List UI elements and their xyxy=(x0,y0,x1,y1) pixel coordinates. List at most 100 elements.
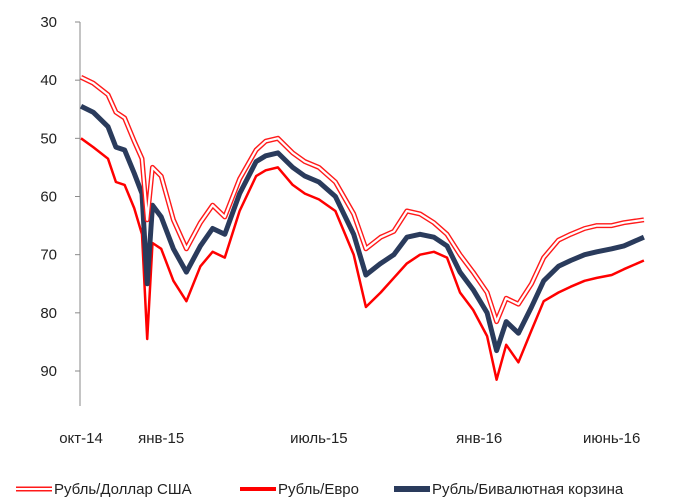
data-point xyxy=(543,301,544,302)
data-point xyxy=(506,321,507,322)
legend-item: Рубль/Евро xyxy=(240,481,359,498)
data-point xyxy=(611,274,612,275)
data-point xyxy=(277,152,278,153)
data-point xyxy=(473,272,474,273)
data-point xyxy=(558,292,559,293)
data-point xyxy=(380,263,381,264)
data-point xyxy=(433,237,434,238)
data-point xyxy=(147,283,148,284)
data-point xyxy=(124,149,125,150)
data-point xyxy=(173,219,174,220)
data-point xyxy=(124,184,125,185)
data-point xyxy=(224,234,225,235)
data-point xyxy=(115,112,116,113)
data-point xyxy=(292,167,293,168)
data-point xyxy=(487,312,488,313)
data-point xyxy=(393,231,394,232)
x-tick-label: янв-15 xyxy=(138,430,184,447)
data-point xyxy=(353,254,354,255)
data-point xyxy=(239,210,240,211)
data-point xyxy=(584,280,585,281)
data-point xyxy=(496,350,497,351)
y-tick-label: 40 xyxy=(40,72,57,89)
data-point xyxy=(611,225,612,226)
data-point xyxy=(570,286,571,287)
data-point xyxy=(304,161,305,162)
y-tick-label: 70 xyxy=(40,247,57,264)
data-point xyxy=(496,379,497,380)
data-point xyxy=(161,216,162,217)
data-point xyxy=(623,269,624,270)
series-1 xyxy=(79,75,645,325)
data-point xyxy=(265,155,266,156)
data-point xyxy=(80,138,81,139)
data-point xyxy=(611,248,612,249)
legend-item: Рубль/Бивалютная корзина xyxy=(394,481,624,498)
data-point xyxy=(239,178,240,179)
legend-item: Рубль/Доллар США xyxy=(16,481,192,498)
data-point xyxy=(487,336,488,337)
data-point xyxy=(623,222,624,223)
data-point xyxy=(496,321,497,322)
data-point xyxy=(365,306,366,307)
data-point xyxy=(224,216,225,217)
series-line xyxy=(79,104,645,354)
data-point xyxy=(173,248,174,249)
data-point xyxy=(304,176,305,177)
data-point xyxy=(147,338,148,339)
data-point xyxy=(134,208,135,209)
data-point xyxy=(596,251,597,252)
data-point xyxy=(531,330,532,331)
x-tick-label: июль-15 xyxy=(290,430,348,447)
data-point xyxy=(446,234,447,235)
data-point xyxy=(433,222,434,223)
data-point xyxy=(141,193,142,194)
data-point xyxy=(473,309,474,310)
data-point xyxy=(318,181,319,182)
data-point xyxy=(277,138,278,139)
data-point xyxy=(304,193,305,194)
data-point xyxy=(335,210,336,211)
data-point xyxy=(596,277,597,278)
data-point xyxy=(353,234,354,235)
data-point xyxy=(643,219,644,220)
data-point xyxy=(406,237,407,238)
data-point xyxy=(318,167,319,168)
data-point xyxy=(186,272,187,273)
data-point xyxy=(93,83,94,84)
data-point xyxy=(335,196,336,197)
legend-label: Рубль/Доллар США xyxy=(54,481,192,498)
data-point xyxy=(200,245,201,246)
data-point xyxy=(265,141,266,142)
data-point xyxy=(115,181,116,182)
data-point xyxy=(134,141,135,142)
data-point xyxy=(239,193,240,194)
series-line xyxy=(80,137,645,381)
data-point xyxy=(596,225,597,226)
series-2 xyxy=(80,137,645,381)
data-point xyxy=(380,237,381,238)
data-point xyxy=(459,292,460,293)
data-point xyxy=(200,266,201,267)
data-point xyxy=(141,158,142,159)
data-point xyxy=(459,272,460,273)
data-point xyxy=(152,205,153,206)
data-point xyxy=(584,228,585,229)
data-point xyxy=(473,289,474,290)
plot-area xyxy=(79,75,645,381)
data-point xyxy=(124,117,125,118)
data-point xyxy=(459,254,460,255)
data-point xyxy=(643,237,644,238)
data-point xyxy=(173,280,174,281)
y-tick-label: 60 xyxy=(40,189,57,206)
data-point xyxy=(292,184,293,185)
data-point xyxy=(256,149,257,150)
data-point xyxy=(212,228,213,229)
data-point xyxy=(365,274,366,275)
legend-label: Рубль/Евро xyxy=(278,481,359,498)
data-point xyxy=(200,222,201,223)
y-tick-label: 30 xyxy=(40,14,57,31)
data-point xyxy=(406,210,407,211)
data-point xyxy=(186,301,187,302)
data-point xyxy=(570,234,571,235)
